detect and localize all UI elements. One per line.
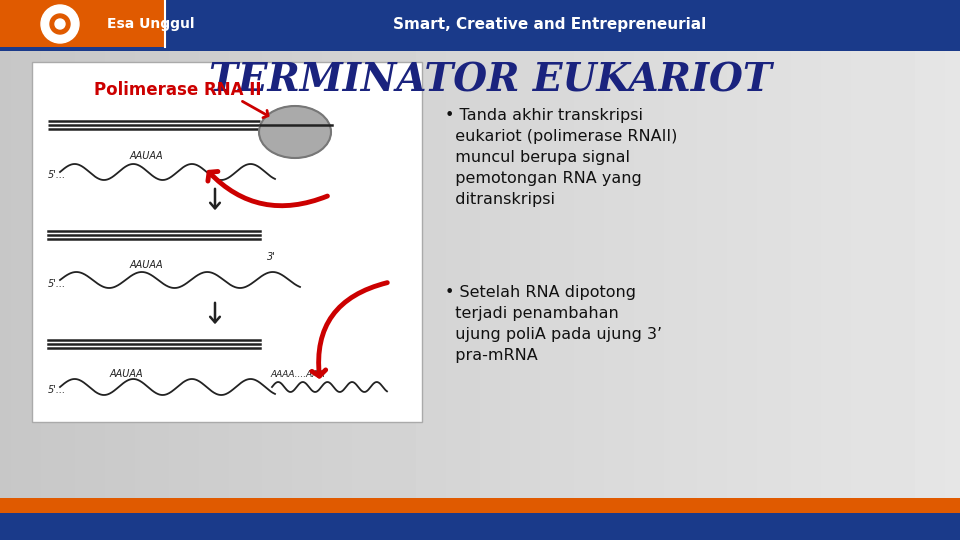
Text: AAUAA: AAUAA [130, 151, 163, 161]
FancyBboxPatch shape [0, 513, 960, 540]
FancyBboxPatch shape [0, 0, 165, 47]
Text: 5'...: 5'... [48, 170, 66, 180]
FancyBboxPatch shape [0, 47, 960, 51]
Text: eukariot (polimerase RNAII): eukariot (polimerase RNAII) [445, 129, 678, 144]
FancyBboxPatch shape [32, 62, 422, 422]
Text: pemotongan RNA yang: pemotongan RNA yang [445, 171, 641, 186]
Text: pra-mRNA: pra-mRNA [445, 348, 538, 363]
Text: AAAA....AAA: AAAA....AAA [270, 370, 324, 379]
FancyBboxPatch shape [165, 0, 960, 47]
Text: terjadi penambahan: terjadi penambahan [445, 306, 619, 321]
Text: 5'...: 5'... [48, 385, 66, 395]
FancyBboxPatch shape [0, 498, 960, 513]
Text: ujung poliA pada ujung 3’: ujung poliA pada ujung 3’ [445, 327, 662, 342]
Text: TERMINATOR EUKARIOT: TERMINATOR EUKARIOT [208, 61, 772, 99]
Text: • Tanda akhir transkripsi: • Tanda akhir transkripsi [445, 108, 643, 123]
Text: Esa Unggul: Esa Unggul [107, 17, 195, 31]
Text: ditranskripsi: ditranskripsi [445, 192, 555, 207]
Text: 3': 3' [267, 252, 276, 262]
Text: AAUAA: AAUAA [130, 260, 163, 270]
Circle shape [55, 19, 65, 29]
Text: Smart, Creative and Entrepreneurial: Smart, Creative and Entrepreneurial [394, 17, 707, 31]
Text: Polimerase RNA II: Polimerase RNA II [94, 81, 262, 99]
Circle shape [50, 14, 70, 34]
Ellipse shape [259, 106, 331, 158]
Text: • Setelah RNA dipotong: • Setelah RNA dipotong [445, 285, 636, 300]
Text: AAUAA: AAUAA [110, 369, 144, 379]
Text: muncul berupa signal: muncul berupa signal [445, 150, 630, 165]
Circle shape [41, 5, 79, 43]
Text: 5'...: 5'... [48, 279, 66, 289]
